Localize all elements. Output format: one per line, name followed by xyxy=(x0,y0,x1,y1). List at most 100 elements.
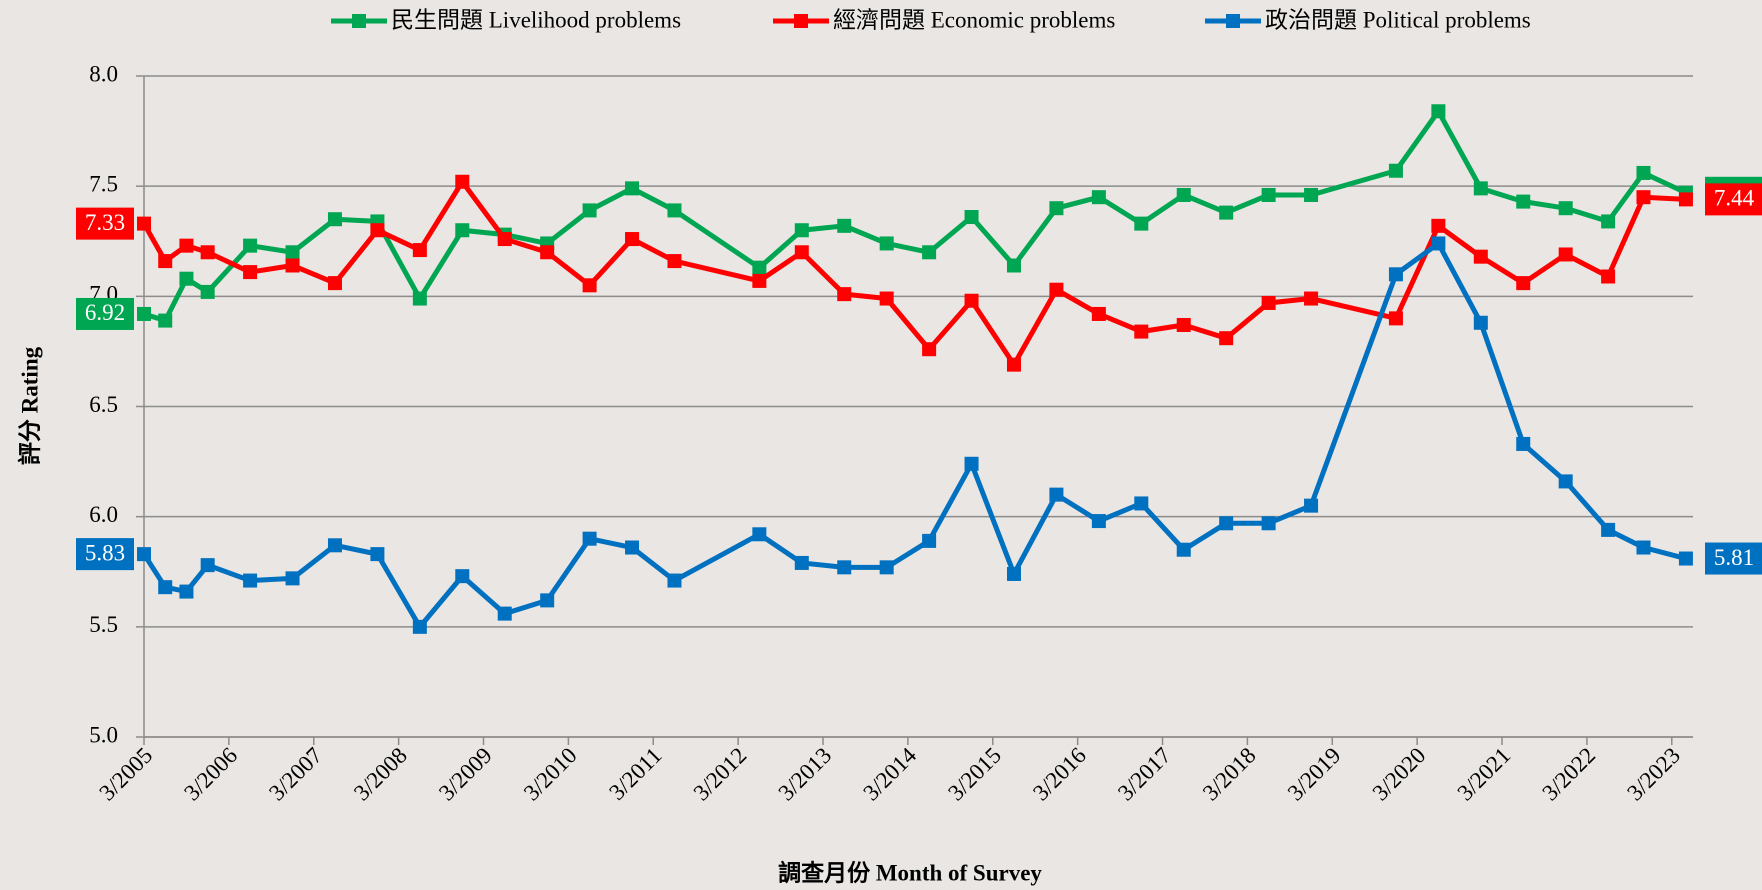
data-point xyxy=(1261,295,1276,310)
data-point xyxy=(752,527,767,542)
data-point xyxy=(327,276,342,291)
data-point xyxy=(1006,357,1021,372)
data-point xyxy=(1219,205,1234,220)
data-point xyxy=(667,254,682,269)
data-point xyxy=(1473,315,1488,330)
data-point xyxy=(1049,282,1064,297)
data-point xyxy=(964,293,979,308)
data-point xyxy=(1601,269,1616,284)
data-label-box xyxy=(76,297,134,330)
data-label: 5.81 xyxy=(1714,545,1754,570)
data-point xyxy=(1091,306,1106,321)
data-point xyxy=(1049,487,1064,502)
data-point xyxy=(137,216,151,231)
data-point xyxy=(158,254,173,269)
data-point xyxy=(158,580,173,595)
data-point xyxy=(455,174,470,189)
x-axis-title: 調查月份 Month of Survey xyxy=(778,859,1042,885)
data-point xyxy=(1134,324,1149,339)
data-point xyxy=(1636,165,1651,180)
data-point xyxy=(582,203,597,218)
data-point xyxy=(582,531,597,546)
y-tick-label: 6.0 xyxy=(89,502,118,527)
data-point xyxy=(1304,498,1319,513)
data-point xyxy=(1558,474,1573,489)
data-label: 7.33 xyxy=(85,210,125,235)
y-tick-label: 5.0 xyxy=(89,722,118,747)
data-point xyxy=(1176,317,1191,332)
data-point xyxy=(455,569,470,584)
data-point xyxy=(879,560,894,575)
data-point xyxy=(1431,236,1446,251)
data-point xyxy=(922,342,937,357)
data-point xyxy=(1219,331,1234,346)
data-point xyxy=(243,238,258,253)
data-label: 5.83 xyxy=(85,540,125,565)
data-point xyxy=(837,560,852,575)
data-point xyxy=(1304,187,1319,202)
data-point xyxy=(200,245,215,260)
data-point xyxy=(455,223,470,238)
data-point xyxy=(667,203,682,218)
data-point xyxy=(412,243,427,258)
data-point xyxy=(1473,249,1488,264)
data-label-box xyxy=(1705,183,1762,216)
data-point xyxy=(625,232,640,247)
data-point xyxy=(370,547,385,562)
y-tick-label: 8.0 xyxy=(89,61,118,86)
data-point xyxy=(582,278,597,293)
data-point xyxy=(667,573,682,588)
data-point xyxy=(1261,187,1276,202)
data-point xyxy=(1431,218,1446,233)
data-point xyxy=(1388,311,1403,326)
data-label-box xyxy=(76,207,134,240)
legend-marker xyxy=(794,14,808,28)
data-point xyxy=(1558,201,1573,216)
legend-label: 政治問題 Political problems xyxy=(1265,7,1531,32)
data-point xyxy=(1516,194,1531,209)
data-label-box xyxy=(76,538,134,571)
y-tick-label: 6.5 xyxy=(89,392,118,417)
data-point xyxy=(1134,496,1149,511)
data-point xyxy=(412,619,427,634)
data-point xyxy=(1388,163,1403,178)
data-point xyxy=(1006,258,1021,273)
data-point xyxy=(1678,551,1693,566)
data-point xyxy=(1601,214,1616,229)
data-point xyxy=(1176,187,1191,202)
data-point xyxy=(179,584,194,599)
data-point xyxy=(327,212,342,227)
data-point xyxy=(1091,190,1106,205)
data-point xyxy=(1678,192,1693,207)
data-label-box xyxy=(1705,542,1762,575)
data-point xyxy=(412,291,427,306)
data-point xyxy=(1219,516,1234,531)
data-point xyxy=(1304,291,1319,306)
data-point xyxy=(794,223,809,238)
data-point xyxy=(922,533,937,548)
data-point xyxy=(752,273,767,288)
data-point xyxy=(1049,201,1064,216)
data-point xyxy=(922,245,937,260)
data-point xyxy=(200,284,215,299)
data-point xyxy=(370,223,385,238)
data-point xyxy=(497,232,512,247)
data-point xyxy=(1431,104,1446,119)
data-point xyxy=(837,287,852,302)
data-point xyxy=(285,245,300,260)
data-point xyxy=(285,571,300,586)
data-point xyxy=(625,181,640,196)
data-point xyxy=(794,245,809,260)
data-point xyxy=(752,260,767,275)
data-point xyxy=(1516,276,1531,291)
data-point xyxy=(625,540,640,555)
data-point xyxy=(1516,436,1531,451)
data-point xyxy=(327,538,342,553)
data-point xyxy=(1473,181,1488,196)
data-point xyxy=(1176,542,1191,557)
data-point xyxy=(1091,514,1106,529)
data-point xyxy=(137,547,151,562)
data-point xyxy=(1601,522,1616,537)
